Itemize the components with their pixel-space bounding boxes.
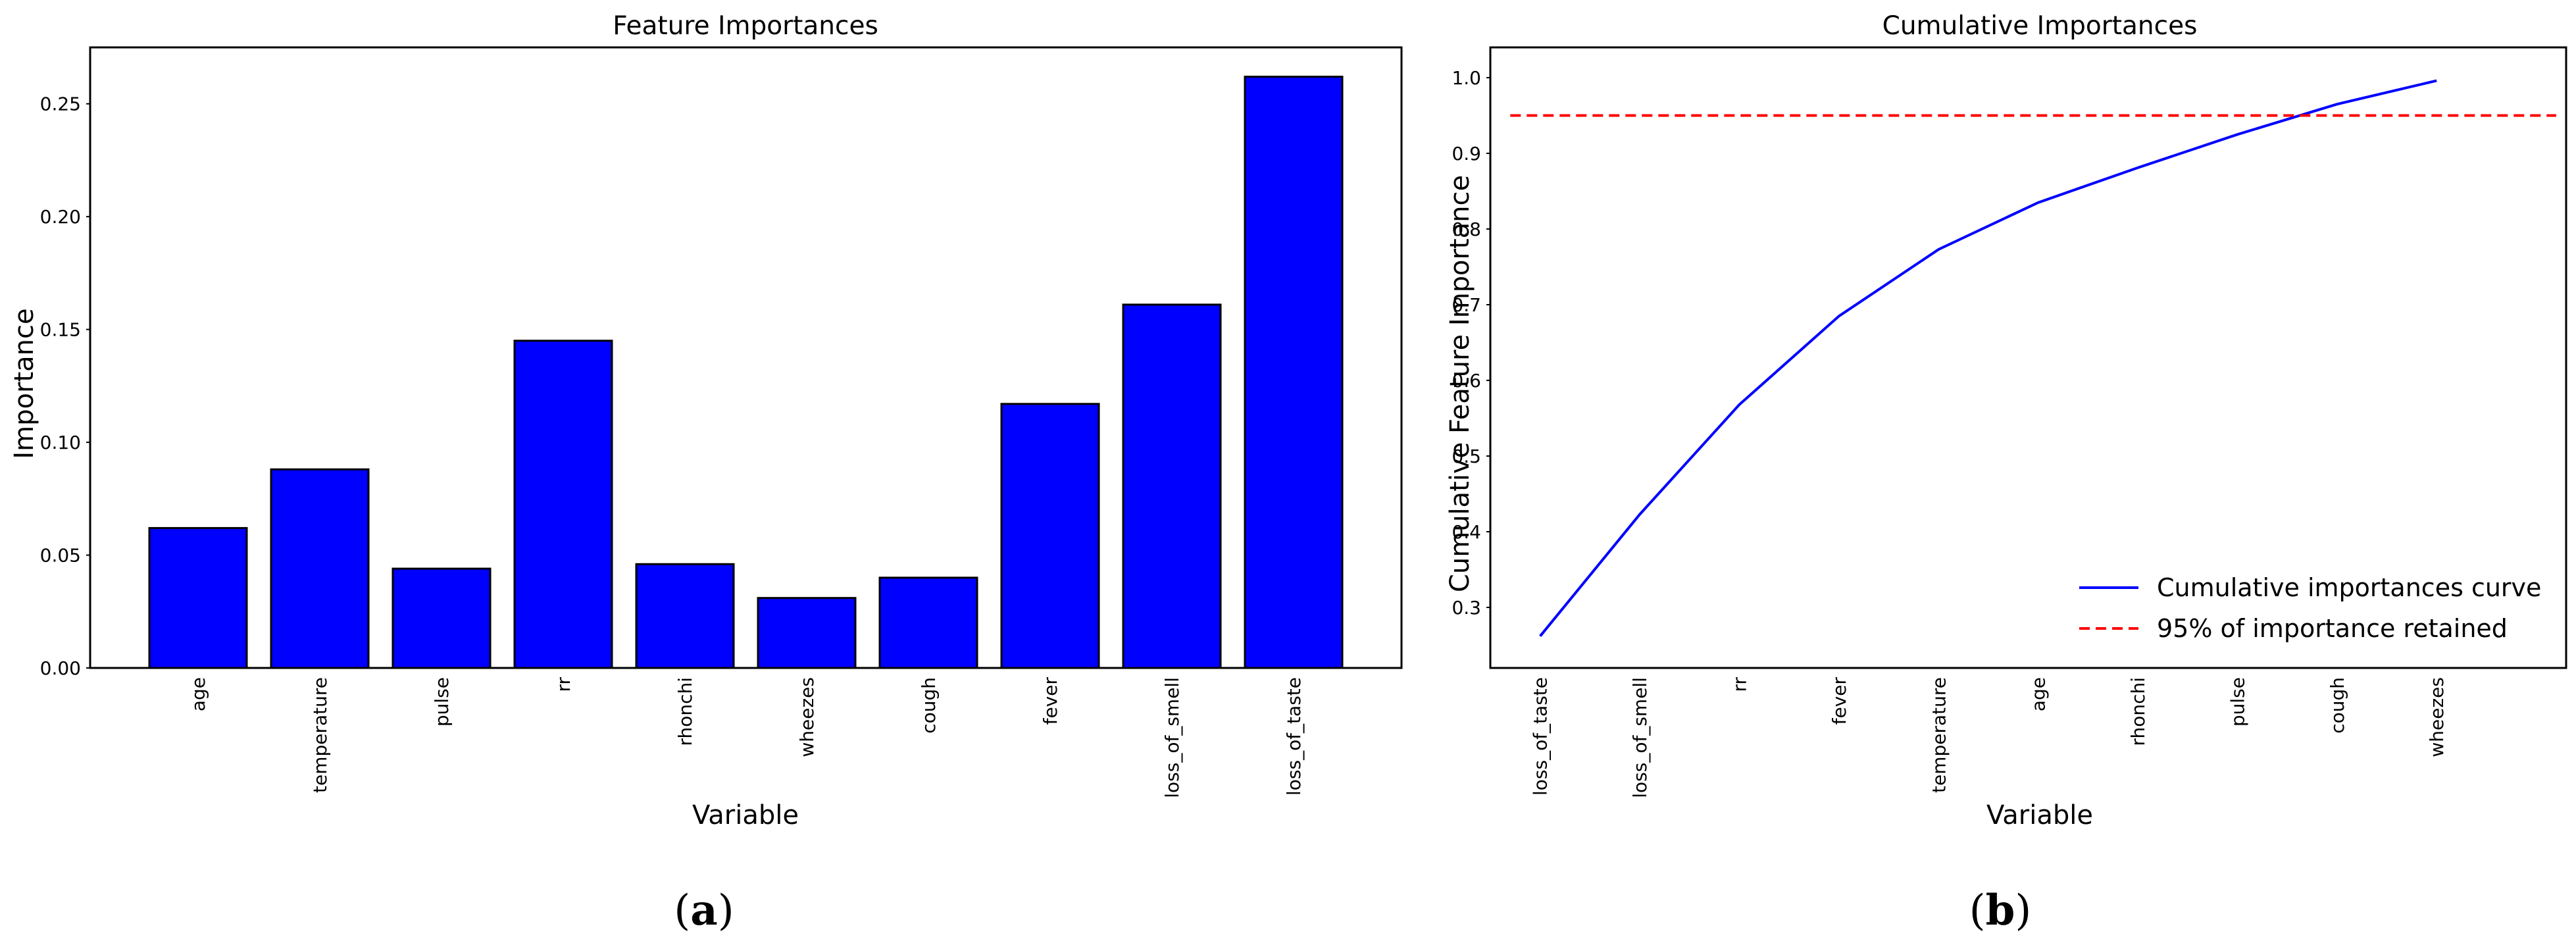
y-tick-label: 0.20 — [40, 206, 81, 228]
cumulative-importances-chart: Cumulative Importances 0.3 0.4 0.5 0.6 0.7 0.… — [1445, 11, 2567, 935]
x-tick-label: rr — [553, 677, 574, 692]
x-tick-label: cough — [2327, 677, 2348, 734]
y-axis-label-b: Cumulative Feature Importance — [1445, 175, 1475, 592]
bar-wheezes — [757, 597, 857, 669]
feature-importances-chart: Feature Importances 0.00 0.05 0.10 0.15 0.20… — [9, 11, 1403, 935]
x-tick-label: age — [188, 677, 209, 711]
y-tick-label: 0.5 — [1452, 446, 1481, 467]
legend: Cumulative importances curve 95% of impor… — [2079, 573, 2541, 643]
bar-temperature — [270, 468, 370, 669]
x-tick-label: loss_of_taste — [1530, 677, 1552, 796]
y-axis-label-a: Importance — [9, 308, 39, 459]
x-tick-label: loss_of_smell — [1629, 677, 1651, 798]
x-tick-label: cough — [918, 677, 940, 734]
panel-label-b: (b) — [1969, 886, 2032, 935]
x-tick-label: rr — [1729, 677, 1750, 692]
x-tick-label: fever — [1829, 677, 1850, 725]
legend-label: Cumulative importances curve — [2157, 573, 2541, 602]
x-axis-label-b: Variable — [1986, 800, 2093, 830]
bar-loss-of-taste — [1244, 76, 1344, 669]
y-tick-label: 0.25 — [40, 93, 81, 115]
y-tick-label: 0.7 — [1452, 294, 1481, 316]
y-tick-label: 0.15 — [40, 319, 81, 341]
x-tick-label: wheezes — [796, 677, 818, 757]
x-tick-label: loss_of_taste — [1283, 677, 1305, 796]
x-tick-label: loss_of_smell — [1161, 677, 1183, 798]
legend-label: 95% of importance retained — [2157, 614, 2508, 643]
x-tick-label: pulse — [2227, 677, 2248, 727]
y-tick-label: 1.0 — [1452, 67, 1481, 89]
y-tick-label: 0.3 — [1452, 597, 1481, 619]
y-tick-label: 0.9 — [1452, 143, 1481, 165]
bar-cough — [878, 576, 978, 669]
x-axis-label-a: Variable — [692, 800, 799, 830]
chart-title-a: Feature Importances — [613, 11, 878, 41]
x-tick-label: fever — [1040, 677, 1061, 725]
bar-rhonchi — [635, 563, 735, 669]
x-tick-label: pulse — [431, 677, 453, 727]
bar-loss-of-smell — [1122, 303, 1222, 669]
x-tick-label: temperature — [309, 677, 331, 793]
x-tick-label: wheezes — [2426, 677, 2448, 757]
y-tick-label: 0.6 — [1452, 370, 1481, 392]
y-tick-label: 0.00 — [40, 657, 81, 679]
y-tick-label: 0.10 — [40, 432, 81, 453]
bar-rr — [513, 340, 613, 669]
bar-pulse — [391, 567, 492, 669]
x-tick-label: age — [2028, 677, 2050, 711]
chart-title-b: Cumulative Importances — [1882, 11, 2198, 41]
x-tick-label: rhonchi — [2127, 677, 2149, 746]
cumulative-curve-line — [1539, 79, 2437, 637]
y-tick-label: 0.05 — [40, 545, 81, 567]
y-tick-label: 0.4 — [1452, 521, 1481, 543]
bar-fever — [1000, 403, 1100, 669]
x-tick-label: rhonchi — [674, 677, 696, 746]
bar-age — [148, 526, 248, 669]
plot-frame-a — [89, 46, 1403, 669]
x-tick-label: temperature — [1928, 677, 1950, 793]
y-tick-label: 0.8 — [1452, 218, 1481, 240]
panel-label-a: (a) — [674, 886, 734, 935]
plot-frame-b — [1489, 46, 2567, 669]
